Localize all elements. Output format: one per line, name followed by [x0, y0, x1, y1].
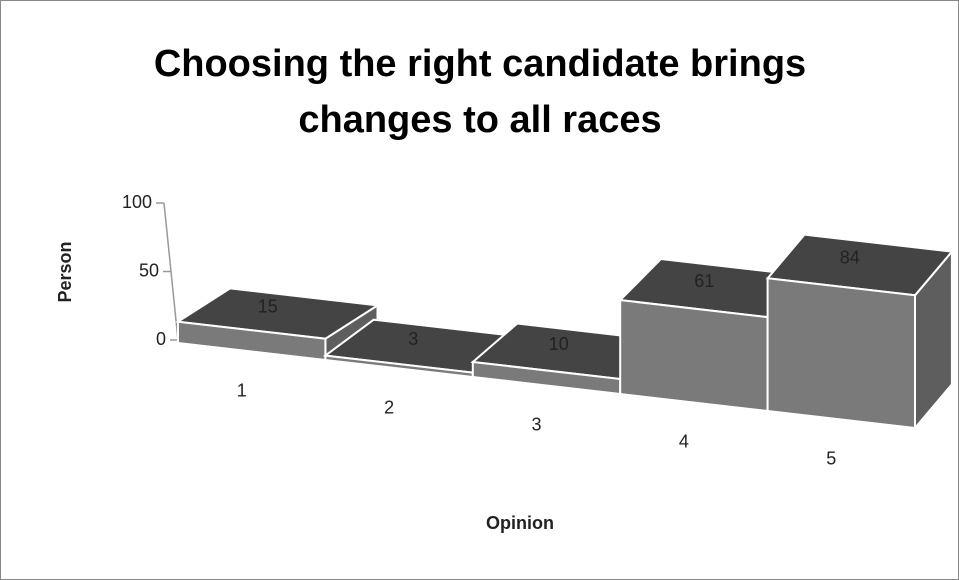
data-label: 84 [840, 248, 860, 268]
x-tick-label: 5 [826, 448, 836, 468]
data-label: 61 [694, 271, 714, 291]
y-axis-label: Person [55, 241, 75, 302]
x-axis-label: Opinion [486, 513, 554, 533]
bar [765, 233, 954, 431]
bar-front [619, 298, 769, 413]
x-tick-label: 3 [531, 414, 541, 434]
data-label: 10 [549, 334, 569, 354]
y-tick-label: 100 [122, 192, 152, 212]
x-tick-label: 1 [237, 380, 247, 400]
data-label: 3 [408, 329, 418, 349]
data-label: 15 [258, 296, 278, 316]
y-tick-label: 50 [139, 260, 159, 280]
y-tick-label: 0 [156, 329, 166, 349]
x-tick-label: 2 [384, 397, 394, 417]
bar-front [766, 277, 916, 430]
x-tick-label: 4 [679, 431, 689, 451]
bar-front [177, 320, 327, 362]
chart-title: Choosing the right candidate brings chan… [153, 43, 807, 141]
